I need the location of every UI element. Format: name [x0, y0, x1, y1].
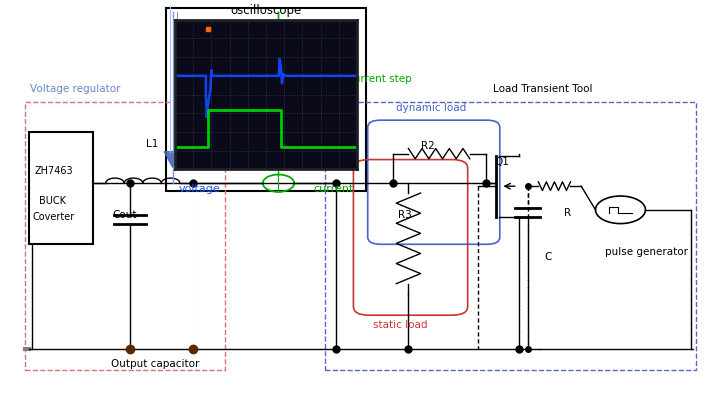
Text: L1: L1 [146, 139, 159, 149]
Text: R2: R2 [421, 141, 435, 151]
Text: static load: static load [373, 320, 427, 330]
Text: fast current step: fast current step [325, 74, 411, 84]
Bar [325, 102, 696, 370]
Text: dynamic load: dynamic load [396, 103, 466, 113]
Text: voltage: voltage [178, 184, 220, 194]
Text: Voltage regulator: Voltage regulator [30, 84, 121, 94]
Text: pulse generator: pulse generator [605, 247, 688, 257]
Text: Cout: Cout [113, 210, 137, 220]
Text: oscilloscope: oscilloscope [231, 4, 301, 17]
Bar [29, 132, 93, 244]
Text: ZH7463: ZH7463 [34, 166, 73, 177]
Text: R3: R3 [398, 210, 412, 220]
Text: BUCK: BUCK [39, 196, 66, 206]
Text: Load Transient Tool: Load Transient Tool [493, 84, 592, 94]
Text: Q1: Q1 [494, 156, 509, 167]
Text: Coverter: Coverter [33, 212, 75, 223]
Text: C: C [545, 252, 552, 262]
Text: R: R [564, 208, 571, 218]
Bar [25, 102, 225, 370]
Polygon shape [164, 152, 181, 167]
Text: current: current [313, 184, 353, 194]
Text: Output capacitor: Output capacitor [111, 359, 199, 370]
